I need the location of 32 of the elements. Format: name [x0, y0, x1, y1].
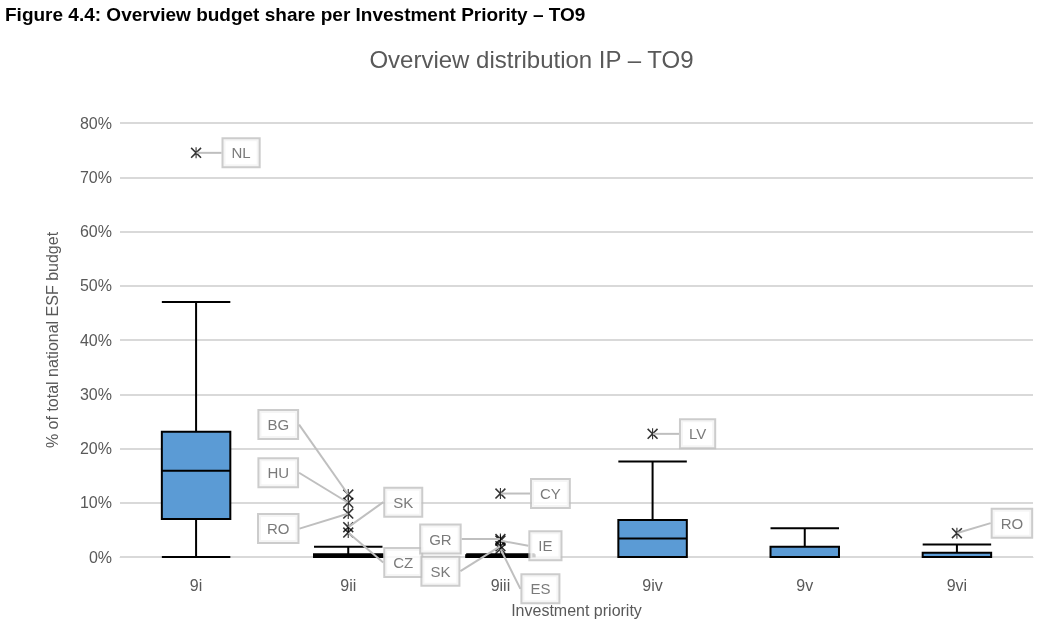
x-tick-label: 9iv [642, 576, 663, 594]
y-tick-label: 80% [79, 114, 112, 132]
y-tick-label: 50% [79, 277, 112, 295]
y-tick-label: 40% [79, 331, 112, 349]
y-tick-label: 20% [79, 440, 112, 457]
annotation: CY [539, 485, 561, 503]
annotation: ES [530, 580, 551, 598]
annotation: RO [1000, 514, 1024, 532]
y-tick-label: 60% [79, 223, 112, 240]
x-tick-label: 9i [189, 576, 203, 594]
x-tick-label: 9v [796, 576, 814, 594]
y-tick-label: 70% [79, 168, 112, 186]
annotation: NL [231, 144, 251, 162]
annotation: CZ [393, 554, 414, 572]
y-axis-title: % of total national ESF budget [43, 231, 61, 449]
annotation: LV [688, 425, 707, 443]
chart-subtitle: Overview distribution IP – TO9 [369, 45, 694, 73]
y-tick-label: 30% [79, 385, 112, 403]
annotation: SK [393, 493, 414, 511]
annotation: IE [538, 537, 553, 555]
annotation: HU [267, 464, 290, 482]
annotation: GR [429, 530, 452, 548]
y-tick-label: 10% [79, 494, 112, 512]
x-axis-title: Investment priority [511, 601, 642, 619]
x-tick-label: 9vi [946, 576, 968, 594]
chart-title: Figure 4.4: Overview budget share per Investment Priority – TO9 [5, 4, 586, 25]
annotation: RO [267, 520, 290, 538]
y-tick-label: 0% [88, 548, 112, 566]
annotation: SK [430, 562, 451, 580]
x-tick-label: 9iii [490, 576, 511, 594]
annotation: BG [267, 416, 290, 434]
x-tick-label: 9ii [340, 576, 357, 594]
